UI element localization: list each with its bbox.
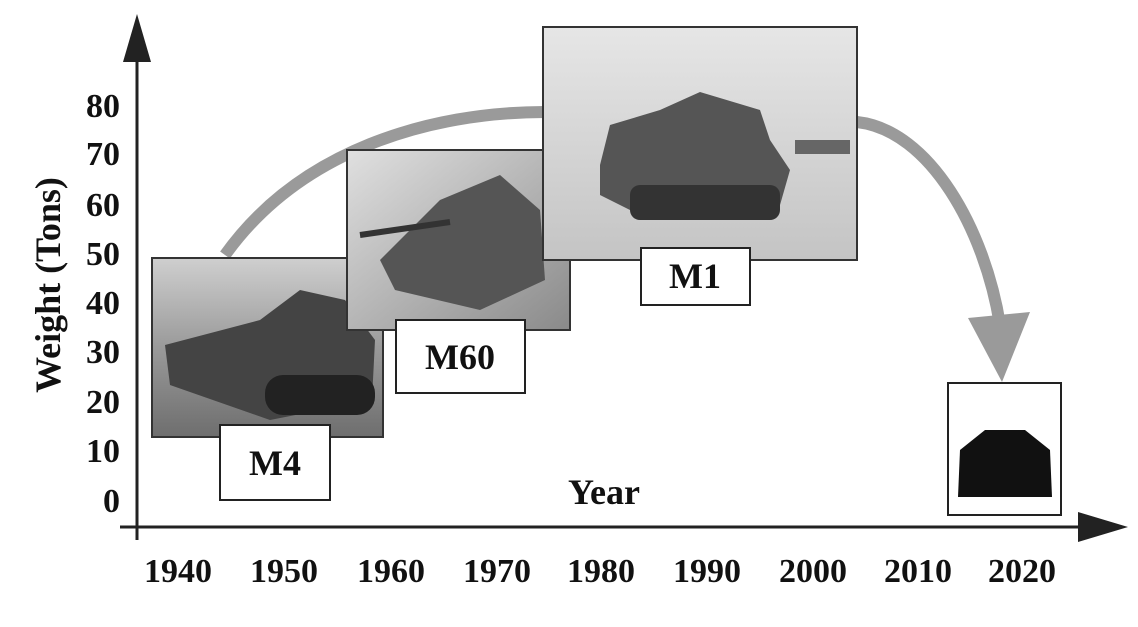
label-box	[640, 247, 751, 306]
y-tick-label: 30	[86, 334, 120, 371]
x-tick-label: 1950	[250, 553, 318, 590]
trend-arc	[220, 106, 546, 259]
x-tick-label: 1940	[144, 553, 212, 590]
m60-photo	[346, 149, 571, 331]
y-axis-arrow	[123, 14, 151, 62]
label-box	[395, 319, 526, 394]
x-axis-arrow	[1078, 512, 1128, 542]
m1-photo	[542, 26, 858, 261]
x-tick-label: 2000	[779, 553, 847, 590]
label-box	[219, 424, 331, 501]
future-photo	[947, 382, 1062, 516]
x-tick-label: 1990	[673, 553, 741, 590]
x-tick-label: 2010	[884, 553, 952, 590]
x-tick-label: 1970	[463, 553, 531, 590]
y-tick-label: 60	[86, 187, 120, 224]
x-tick-label: 1960	[357, 553, 425, 590]
arrowhead	[968, 312, 1030, 382]
y-tick-label: 80	[86, 88, 120, 125]
m4-photo	[151, 257, 384, 438]
y-tick-label: 20	[86, 384, 120, 421]
trend-arc-down	[856, 116, 1006, 326]
tank-label: M4	[249, 443, 301, 483]
y-tick-label: 10	[86, 433, 120, 470]
tank-label: M1	[669, 256, 721, 296]
x-tick-label: 2020	[988, 553, 1056, 590]
y-tick-label: 40	[86, 285, 120, 322]
y-axis-label: Weight (Tons)	[28, 177, 68, 393]
x-axis-label: Year	[568, 472, 640, 512]
tank-label: M60	[425, 337, 495, 377]
y-tick-label: 0	[103, 483, 120, 520]
x-tick-label: 1980	[567, 553, 635, 590]
y-tick-label: 50	[86, 236, 120, 273]
y-tick-label: 70	[86, 136, 120, 173]
